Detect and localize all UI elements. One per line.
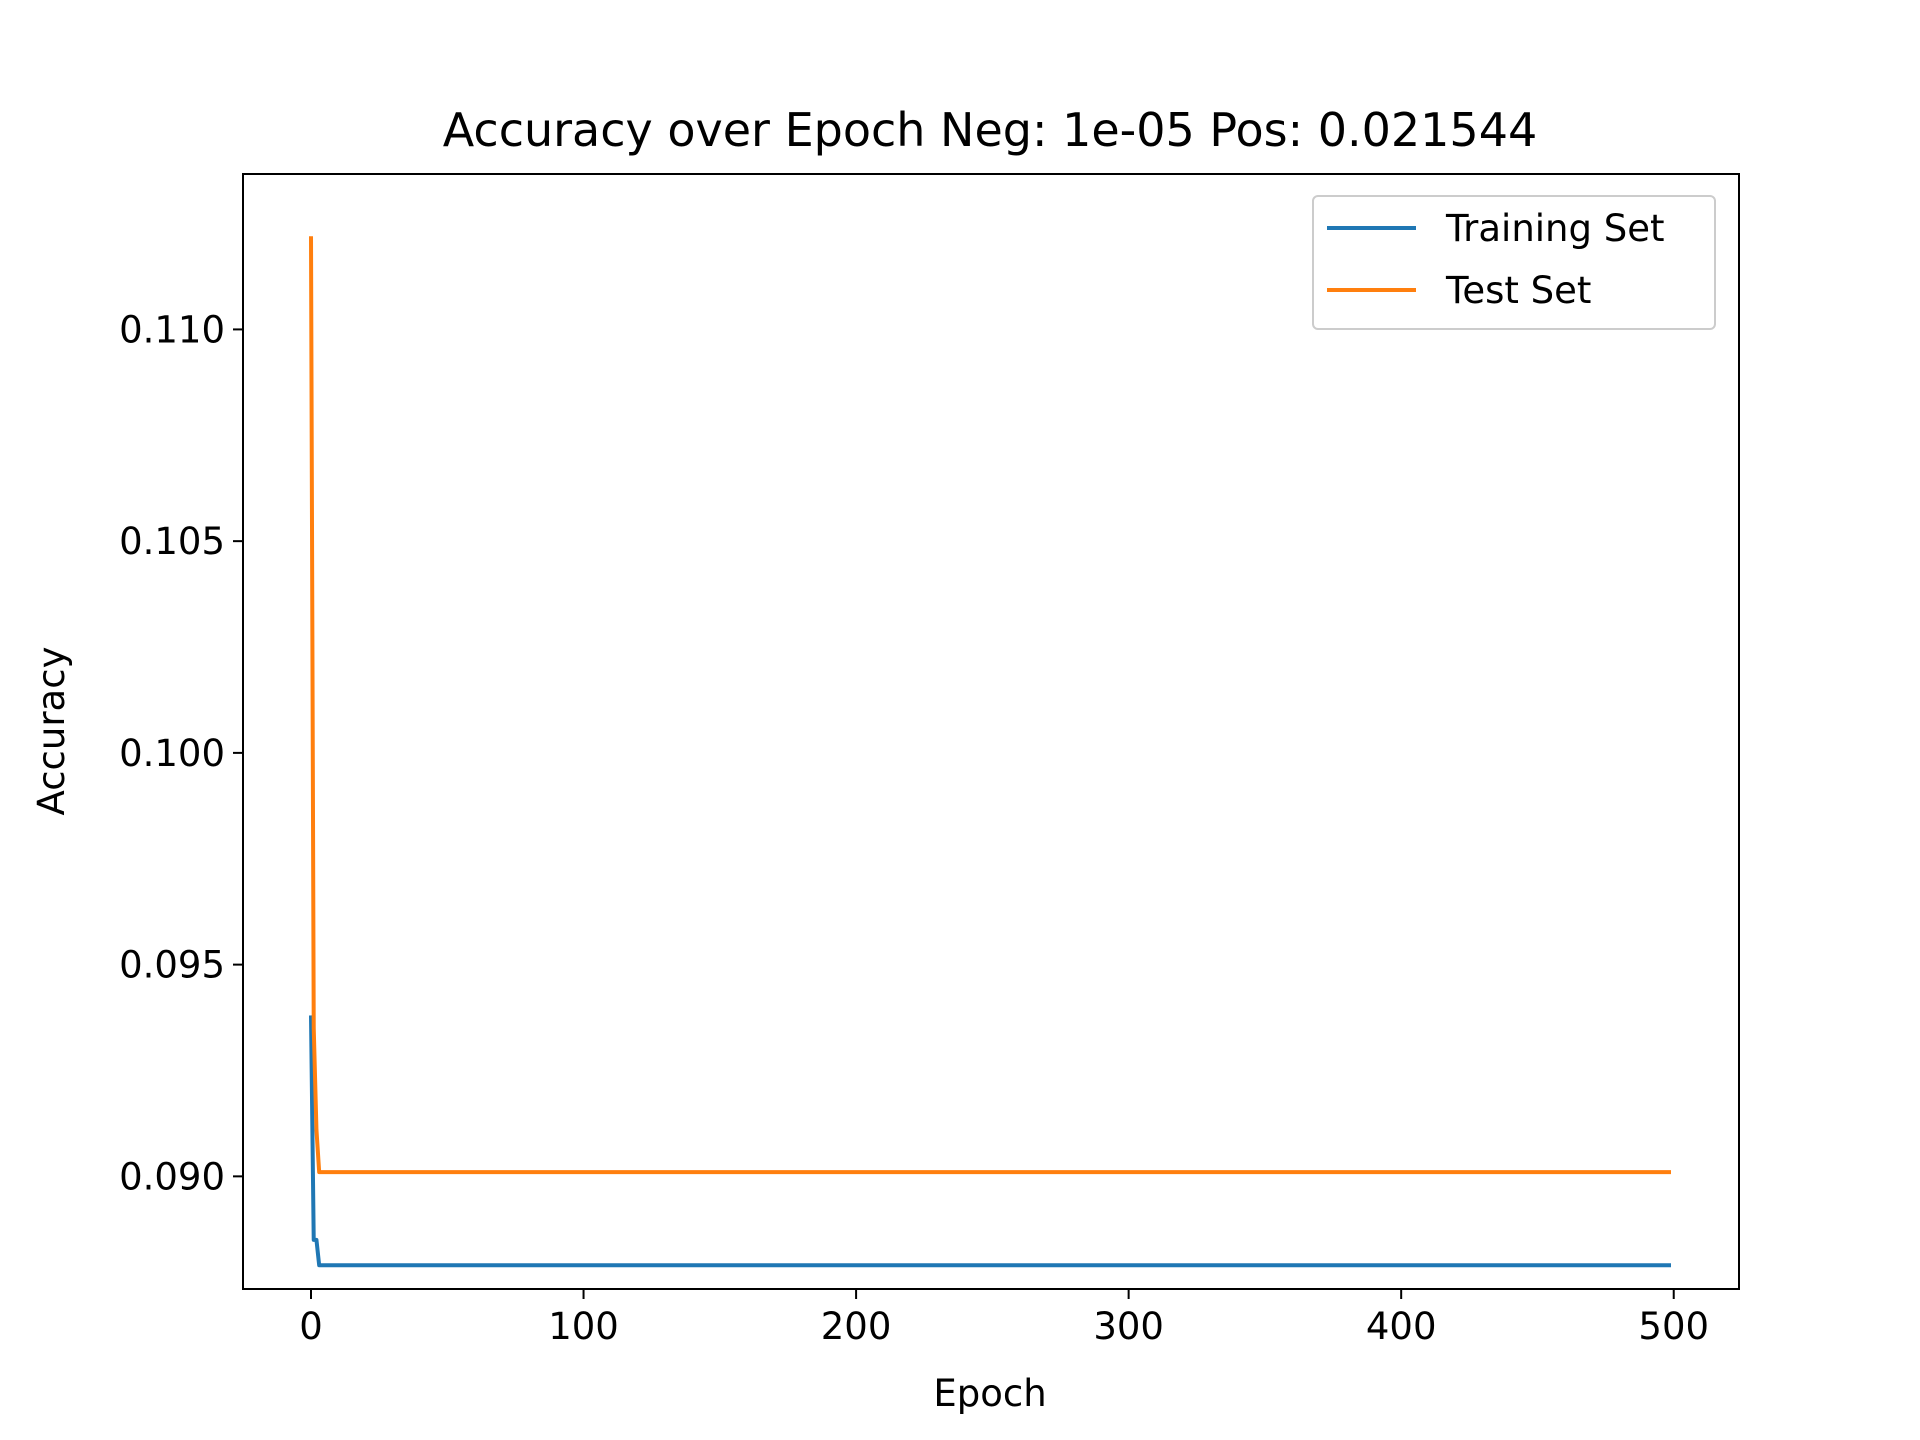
y-tick-label: 0.110 [119,308,225,351]
legend-label-training-set: Training Set [1445,207,1665,250]
x-tick-label: 200 [821,1305,892,1348]
y-axis-label: Accuracy [30,647,73,816]
x-tick-label: 400 [1366,1305,1437,1348]
series-layer [309,236,1671,1268]
y-axis: 0.090 0.095 0.100 0.105 0.110 [119,308,243,1198]
x-axis-label: Epoch [933,1372,1046,1415]
legend: Training Set Test Set [1312,195,1716,330]
y-tick-label: 0.090 [119,1155,225,1198]
series-line-training-set [309,1015,1671,1268]
legend-label-test-set: Test Set [1445,269,1591,312]
chart-title: Accuracy over Epoch Neg: 1e-05 Pos: 0.02… [443,103,1537,157]
y-tick-label: 0.100 [119,732,225,775]
x-tick-label: 0 [299,1305,323,1348]
x-tick-label: 300 [1093,1305,1164,1348]
plot-frame [242,173,1740,1290]
x-tick-label: 500 [1638,1305,1709,1348]
x-tick-label: 100 [548,1305,619,1348]
y-tick-label: 0.095 [119,944,225,987]
x-axis: 0 100 200 300 400 500 [299,1289,1709,1348]
series-line-test-set [309,236,1671,1175]
y-tick-label: 0.105 [119,520,225,563]
